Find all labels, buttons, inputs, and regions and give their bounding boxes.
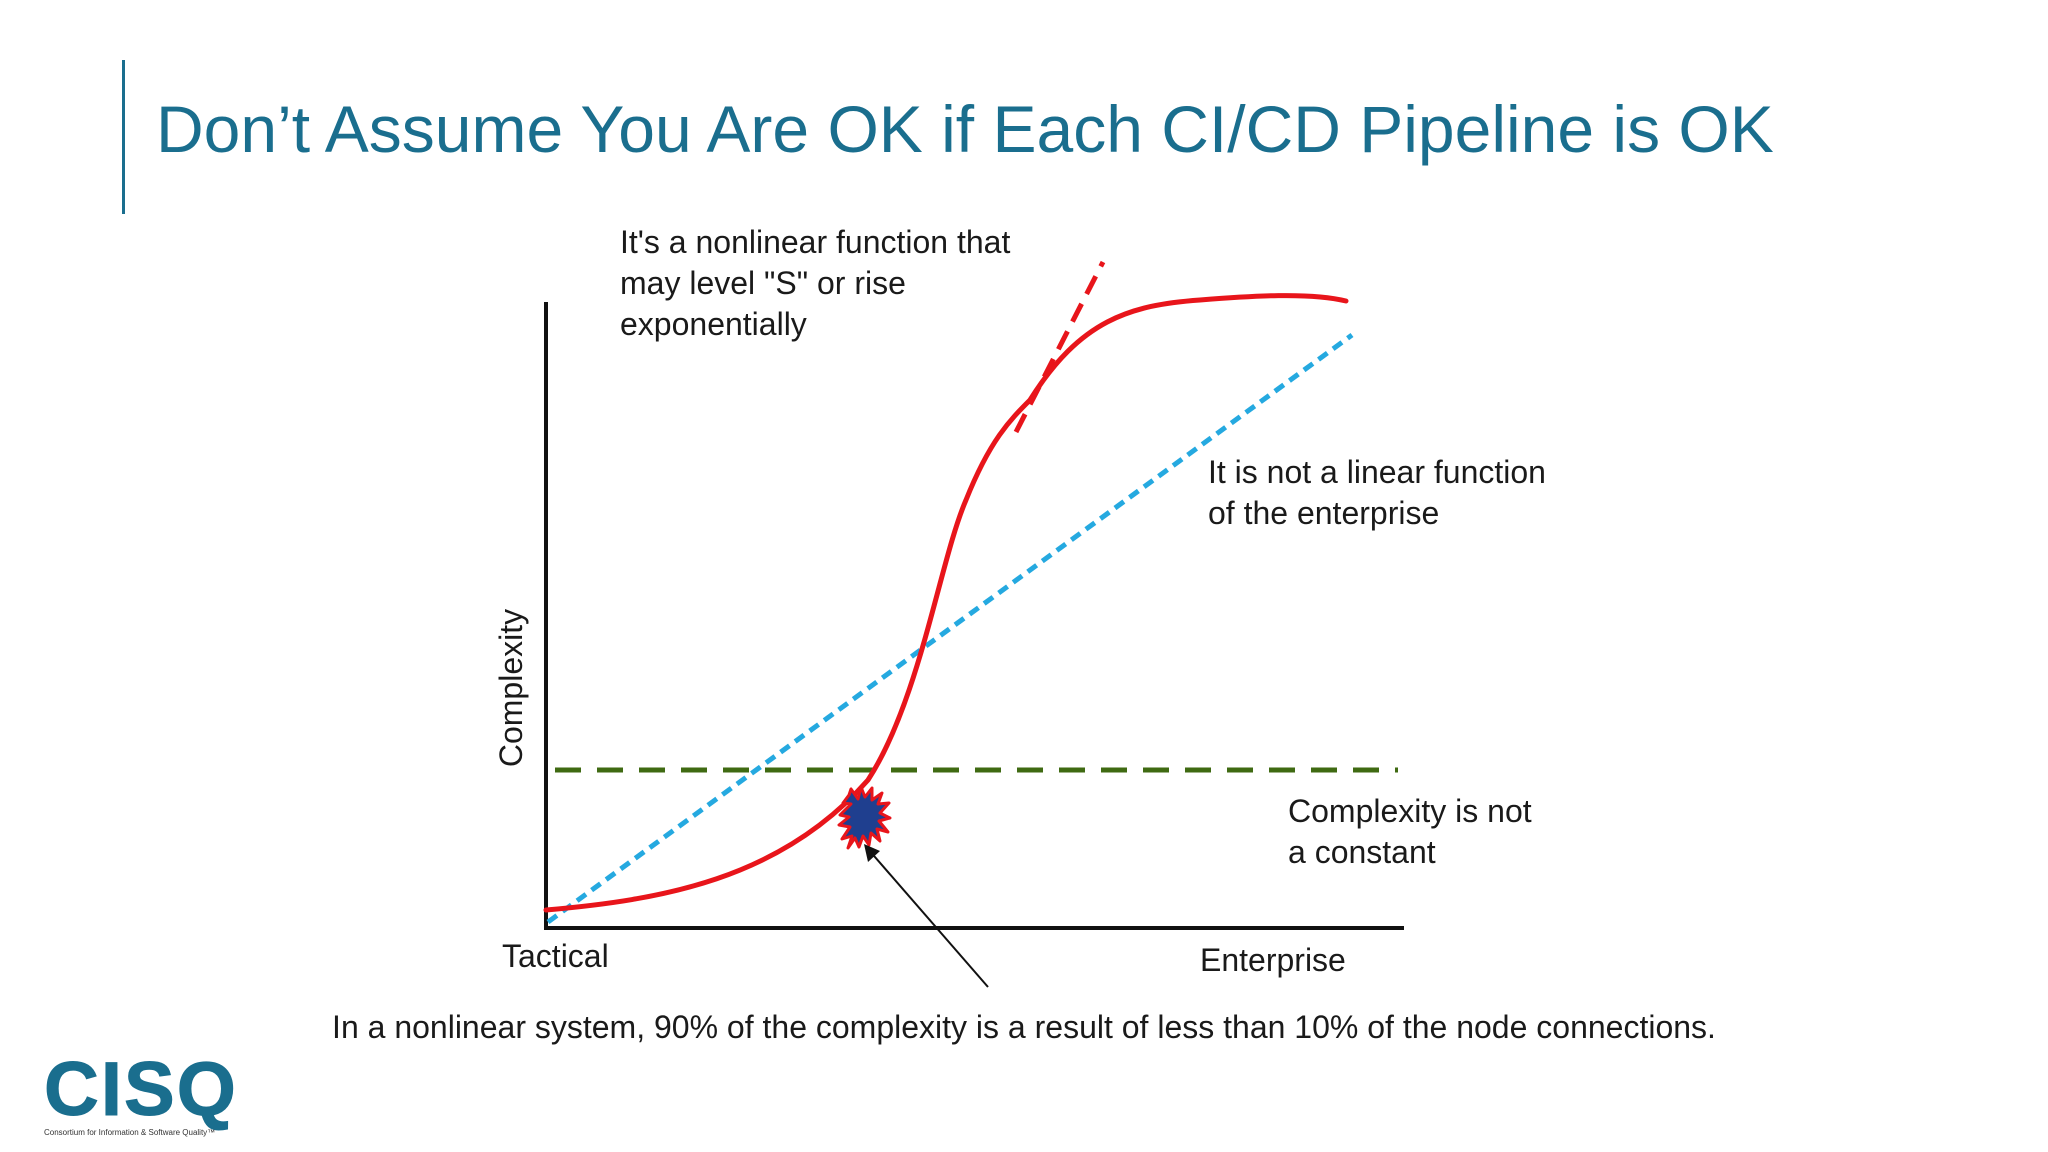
title-accent-bar (122, 60, 125, 214)
pointer-arrow (867, 848, 989, 988)
burst-marker (837, 785, 892, 850)
annotation-nonlinear: It's a nonlinear function that may level… (620, 224, 1011, 342)
cisq-logo: CISQ Consortium for Information & Softwa… (44, 1047, 238, 1146)
annotation-constant: Complexity is not a constant (1288, 793, 1532, 870)
s-curve (543, 293, 1349, 913)
logo-tagline: Consortium for Information & Software Qu… (44, 1128, 216, 1137)
logo-wordmark: CISQ (44, 1047, 238, 1132)
y-axis-label: Complexity (493, 608, 529, 768)
linear-line (546, 332, 1354, 925)
x-axis-start-label: Tactical (502, 938, 609, 974)
annotation-linear: It is not a linear function of the enter… (1208, 454, 1546, 531)
slide-title: Don’t Assume You Are OK if Each CI/CD Pi… (156, 92, 1774, 166)
exponential-line (1013, 260, 1106, 434)
pointer-arrowhead (864, 844, 880, 862)
x-axis-end-label: Enterprise (1200, 942, 1346, 978)
diagram-caption: In a nonlinear system, 90% of the comple… (332, 1009, 1716, 1045)
